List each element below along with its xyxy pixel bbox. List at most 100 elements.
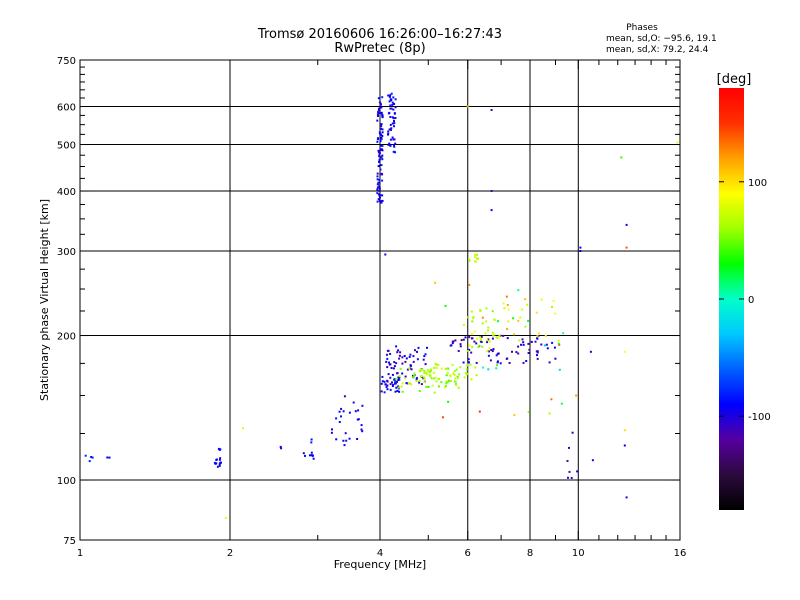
data-point [591,459,594,462]
data-point [340,415,342,418]
data-point [354,410,357,413]
data-point [412,374,414,377]
data-point [566,460,569,462]
data-point [380,156,383,159]
data-point [395,345,398,348]
data-point [389,104,392,107]
data-point [553,346,556,349]
data-point [393,365,396,368]
data-point [108,456,111,459]
x-tick-label: 2 [227,548,233,559]
data-point [419,368,422,371]
data-point [310,438,313,441]
data-point [377,149,380,152]
data-point [463,376,466,379]
data-point [486,341,489,344]
data-point [479,309,482,312]
data-point [381,375,384,378]
data-point [466,350,469,352]
data-point [407,382,410,385]
data-point [474,366,477,369]
data-point [447,367,450,370]
data-point [417,346,420,349]
data-point [535,311,538,314]
data-point [401,356,404,359]
data-point [304,454,306,457]
data-point [513,414,516,417]
data-point [381,154,384,157]
data-point [465,368,468,371]
data-point [380,106,383,109]
data-point [497,360,499,363]
data-point [280,447,283,450]
data-point [485,320,488,323]
data-point [348,411,351,414]
data-point [522,341,525,344]
data-point [456,375,459,378]
data-point [557,342,560,345]
data-point [412,360,415,363]
data-point [465,373,468,376]
data-point [512,317,515,320]
data-point [481,316,484,319]
data-point [106,456,109,459]
data-point [376,113,379,116]
data-point [390,92,393,95]
data-point [413,372,416,375]
data-point [310,451,313,454]
data-point [386,384,389,387]
data-point [455,384,458,387]
data-point [219,457,222,460]
data-point [88,460,91,463]
data-point [517,319,520,322]
data-point [398,390,401,393]
data-point [343,395,346,398]
data-point [536,337,539,340]
phase-mean-x: mean, sd,X: 79.2, 24.4 [606,45,709,55]
data-point [462,361,465,364]
data-point [390,367,393,369]
data-point [445,380,448,383]
data-point [401,382,404,385]
data-point [453,370,456,372]
data-point [452,372,455,375]
data-point [467,358,470,361]
data-point [420,375,423,378]
x-tick-label: 10 [572,548,585,559]
data-point [568,446,570,449]
data-point [357,418,360,421]
data-point [376,119,379,122]
data-point [527,342,530,345]
data-point [378,154,381,156]
data-point [309,454,311,457]
data-point [437,363,440,366]
data-point [477,344,480,347]
data-point [423,377,426,380]
data-point [399,351,402,354]
data-point [517,352,520,355]
data-point [456,377,459,380]
data-point [475,361,478,364]
data-point [471,333,474,336]
data-point [475,374,478,377]
data-point [378,184,381,187]
data-point [378,199,381,202]
data-point [495,354,498,357]
data-point [381,149,384,152]
data-point [431,384,434,387]
data-point [390,127,393,130]
data-point [378,131,381,134]
data-point [380,390,383,393]
data-point [394,142,397,145]
data-point [311,454,314,457]
data-point [481,345,484,348]
data-point [506,337,509,340]
data-point [575,394,578,397]
data-point [398,386,401,389]
data-point [482,366,485,369]
data-point [468,283,471,286]
data-point [490,349,493,351]
data-point [380,144,382,147]
data-point [511,350,513,353]
data-point [506,328,509,330]
